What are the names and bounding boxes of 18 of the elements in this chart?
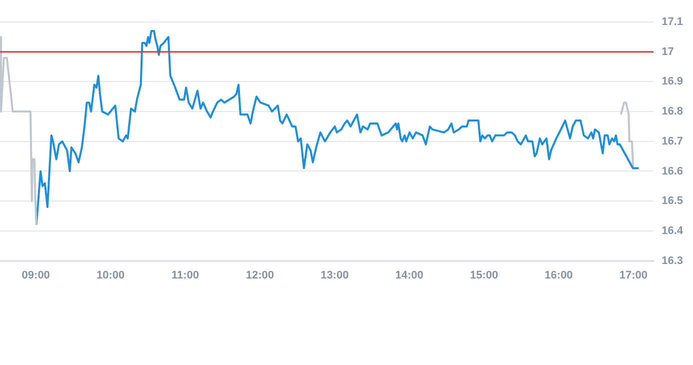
x-tick-label: 12:00 [246,269,274,282]
x-tick-label: 13:00 [320,269,349,282]
x-tick-label: 17:00 [619,269,648,282]
x-tick-label: 10:00 [96,269,125,282]
y-tick-label: 16.3 [662,254,684,267]
y-tick-label: 16.4 [662,224,684,237]
y-tick-label: 17 [662,46,674,58]
x-tick-label: 09:00 [22,269,50,282]
y-tick-label: 16.7 [662,135,684,148]
x-tick-label: 14:00 [395,269,424,282]
x-tick-label: 16:00 [544,269,573,282]
x-tick-label: 15:00 [470,269,498,282]
y-tick-label: 16.6 [662,165,684,178]
y-tick-label: 17.1 [662,16,684,28]
y-tick-label: 16.8 [662,106,684,118]
x-tick-label: 11:00 [171,269,200,282]
y-tick-label: 16.9 [662,76,684,88]
y-tick-label: 16.5 [662,195,684,208]
